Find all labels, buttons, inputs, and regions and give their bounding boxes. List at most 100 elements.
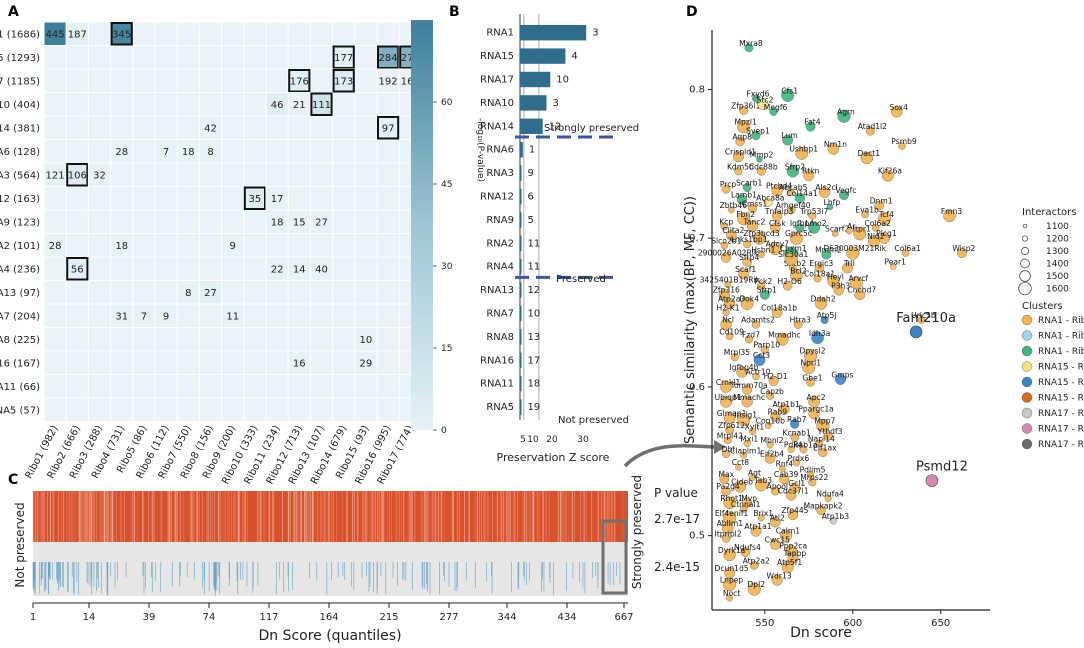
heat-cell: [176, 92, 200, 117]
gene-label: Mmachc: [733, 393, 765, 402]
heat-cell: [154, 115, 178, 140]
gene-label: Cab39: [774, 470, 799, 479]
gene-label: Vegfc: [835, 186, 856, 195]
gene-label: Mmp2: [750, 150, 774, 159]
heat-cell: [265, 115, 289, 140]
gene-point: [735, 463, 742, 471]
heat-cell-value: [221, 303, 245, 328]
gene-point: [722, 308, 730, 317]
gene-label: Mpp7: [814, 417, 835, 426]
gene-point: [821, 249, 832, 260]
gene-label: Dbl: [722, 445, 735, 454]
heat-cell: [287, 327, 311, 352]
legend-size-label: 1400: [1046, 260, 1069, 270]
heat-cell: [221, 327, 245, 352]
strip-bottom: [33, 542, 628, 596]
strip-tick-label: 1: [30, 612, 36, 623]
gene-label: Ndufs4: [734, 543, 761, 552]
heat-cell: [265, 397, 289, 422]
highlight-point: [909, 325, 923, 339]
gene-point: [865, 126, 875, 136]
gene-label: Ppargc1a: [798, 405, 834, 414]
gene-point: [760, 345, 769, 354]
gene-point: [787, 445, 795, 453]
strip-tick-label: 215: [379, 612, 398, 623]
heat-cell: [221, 68, 245, 93]
gene-point: [770, 517, 781, 528]
gene-label: Atp1a1: [744, 522, 771, 531]
heat-cell-label: 35: [249, 194, 262, 205]
heat-cell: [132, 186, 156, 211]
gene-point: [808, 212, 817, 220]
gene-point: [768, 242, 782, 256]
heat-cell: [221, 162, 245, 187]
heat-cell: [221, 92, 245, 117]
gene-label: Dcun1d5: [715, 564, 749, 573]
heat-cell: [65, 233, 89, 258]
heat-cell: [65, 280, 89, 305]
heat-cell-label: 56: [71, 264, 84, 275]
gene-label: Eva1b: [855, 205, 879, 214]
gene-label: Scarf2: [825, 225, 849, 234]
heat-cell: [65, 350, 89, 375]
z-bar: [520, 142, 523, 158]
gene-label: Elf4enif1: [715, 509, 749, 518]
heat-cell-value: [43, 233, 67, 258]
gene-label: Rab1a: [793, 440, 817, 449]
heat-cell: [354, 303, 378, 328]
heat-row-label: RNA3 (564): [0, 170, 40, 181]
heat-cell: [65, 92, 89, 117]
heat-cell-value: [154, 303, 178, 328]
gene-label: Cfs1: [781, 86, 798, 95]
heat-cell: [110, 280, 134, 305]
gene-label: Cct8: [732, 458, 749, 467]
heat-cell: [110, 397, 134, 422]
gene-point: [814, 297, 828, 310]
gene-point: [816, 505, 826, 516]
heat-cell: [65, 327, 89, 352]
heat-cell: [65, 186, 89, 211]
heat-cell-label: 31: [115, 311, 128, 322]
gene-label: Ppp2ca: [779, 542, 807, 551]
gene-point: [740, 451, 748, 459]
gene-point: [943, 209, 956, 223]
strip-tick-label: 434: [557, 612, 576, 623]
gene-label: Nid2: [867, 232, 885, 241]
gene-point: [860, 151, 874, 165]
heat-cell-label: 176: [290, 76, 309, 87]
heat-cell: [376, 233, 400, 258]
zoom-arrow: [623, 443, 716, 468]
heat-cell-label: 29: [360, 358, 373, 369]
gene-label: Hsbn1: [751, 246, 775, 255]
gene-label: Atp2a2: [743, 556, 770, 565]
z-bar: [520, 25, 587, 41]
gene-point: [756, 156, 763, 163]
heat-cell: [221, 209, 245, 234]
heat-cell: [376, 327, 400, 352]
heat-cell: [332, 350, 356, 375]
heat-cell-value: [110, 233, 134, 258]
zoom-arrow-head: [714, 440, 726, 454]
heat-cell: [65, 115, 89, 140]
gene-label: Atl2: [770, 513, 785, 522]
heat-cell: [287, 45, 311, 70]
gene-label: Dpysl2: [800, 347, 826, 356]
gene-label: Mpzl1: [735, 118, 757, 127]
gene-label: Fbn2: [736, 210, 755, 219]
gene-label: Rhot1: [720, 494, 743, 503]
colorbar-tick-label: 60: [441, 98, 453, 108]
gene-label: Tcf4: [878, 210, 894, 219]
highlight-point: [925, 474, 939, 487]
heat-cell: [265, 233, 289, 258]
heat-cell: [287, 280, 311, 305]
gene-label: H2-K1: [717, 304, 740, 313]
legend-size-label: 1600: [1046, 285, 1069, 295]
gene-label: Arhgef40: [776, 201, 811, 210]
z-bar-category: RNA17: [480, 75, 514, 86]
heat-cell: [198, 45, 223, 70]
heat-cell: [243, 209, 267, 234]
gene-label: Abcab5: [779, 183, 808, 192]
heat-cell: [132, 256, 156, 281]
gene-point: [799, 445, 808, 454]
heat-cell: [176, 21, 200, 46]
